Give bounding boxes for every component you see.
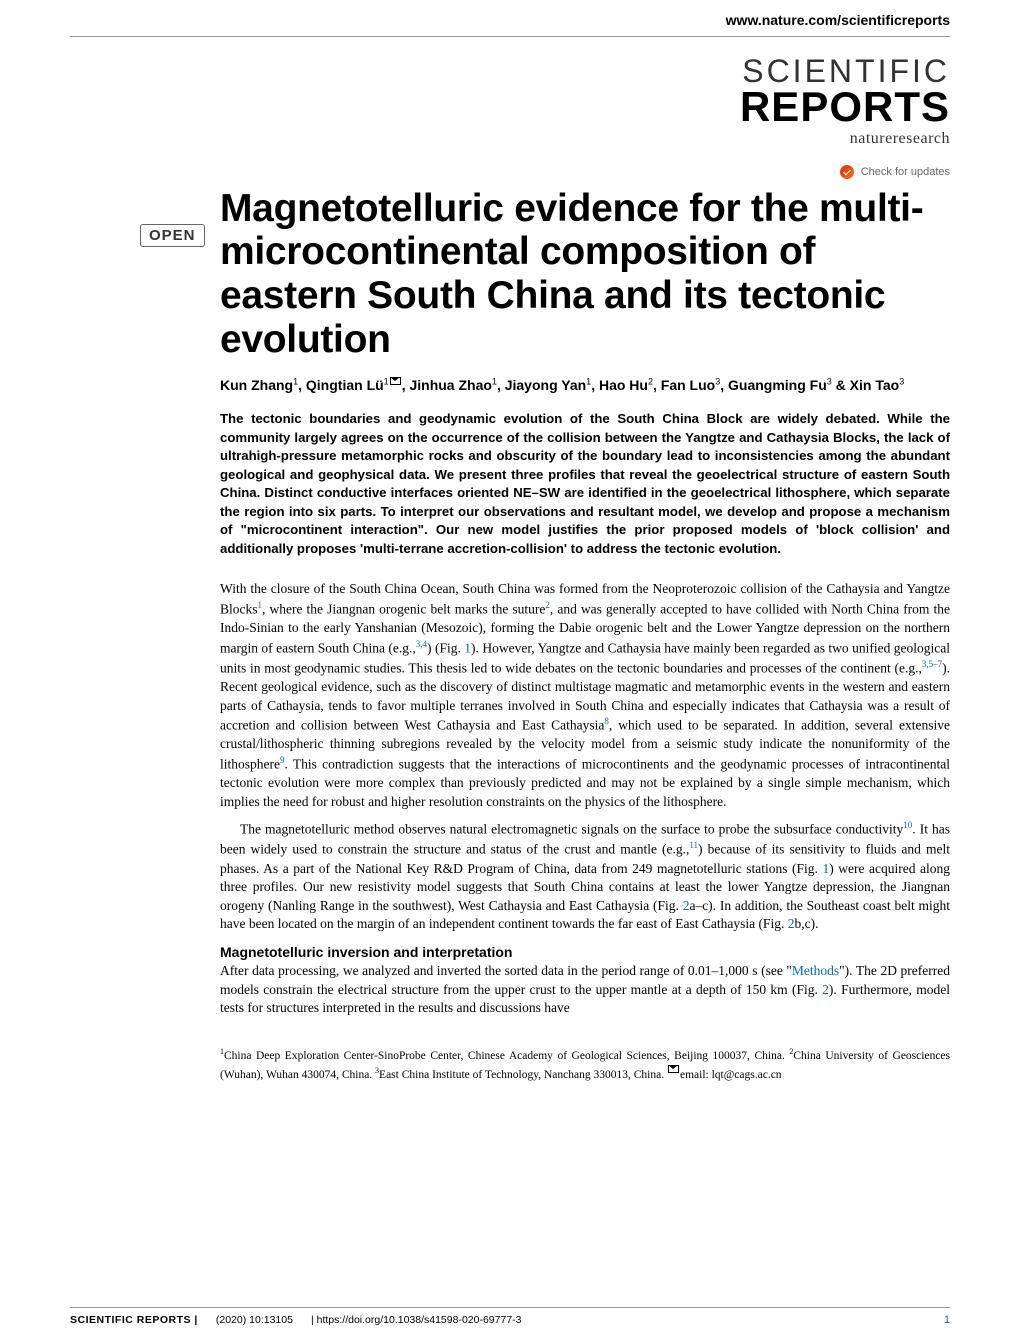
body-paragraph-3: After data processing, we analyzed and i… <box>220 962 950 1018</box>
abstract-text: The tectonic boundaries and geodynamic e… <box>220 410 950 558</box>
footer-left: SCIENTIFIC REPORTS | (2020) 10:13105 | h… <box>70 1314 522 1326</box>
page-number: 1 <box>944 1314 950 1326</box>
footer-journal: SCIENTIFIC REPORTS | <box>70 1314 198 1326</box>
logo-line2: REPORTS <box>0 86 950 128</box>
check-updates-text: Check for updates <box>861 166 950 178</box>
footer-citation: (2020) 10:13105 <box>216 1314 293 1326</box>
open-access-badge: OPEN <box>140 224 205 247</box>
footer-doi: | https://doi.org/10.1038/s41598-020-697… <box>311 1314 522 1326</box>
author-list: Kun Zhang1, Qingtian Lü1, Jinhua Zhao1, … <box>220 375 950 396</box>
logo-line1: SCIENTIFIC <box>0 57 950 86</box>
envelope-icon <box>390 377 401 385</box>
journal-logo: SCIENTIFIC REPORTS natureresearch <box>0 37 1020 153</box>
check-updates-icon <box>840 165 854 179</box>
affiliations: 1China Deep Exploration Center-SinoProbe… <box>220 1046 950 1084</box>
header-url: www.nature.com/scientificreports <box>0 0 1020 36</box>
article-content: Magnetotelluric evidence for the multi-m… <box>0 179 1020 1084</box>
body-paragraph-1: With the closure of the South China Ocea… <box>220 580 950 811</box>
section-heading: Magnetotelluric inversion and interpreta… <box>220 944 950 960</box>
check-updates-link[interactable]: Check for updates <box>0 153 1020 179</box>
envelope-icon <box>668 1065 679 1073</box>
body-paragraph-2: The magnetotelluric method observes natu… <box>220 819 950 934</box>
article-title: Magnetotelluric evidence for the multi-m… <box>220 187 950 362</box>
page-footer: SCIENTIFIC REPORTS | (2020) 10:13105 | h… <box>70 1307 950 1326</box>
logo-subtitle: natureresearch <box>0 130 950 148</box>
